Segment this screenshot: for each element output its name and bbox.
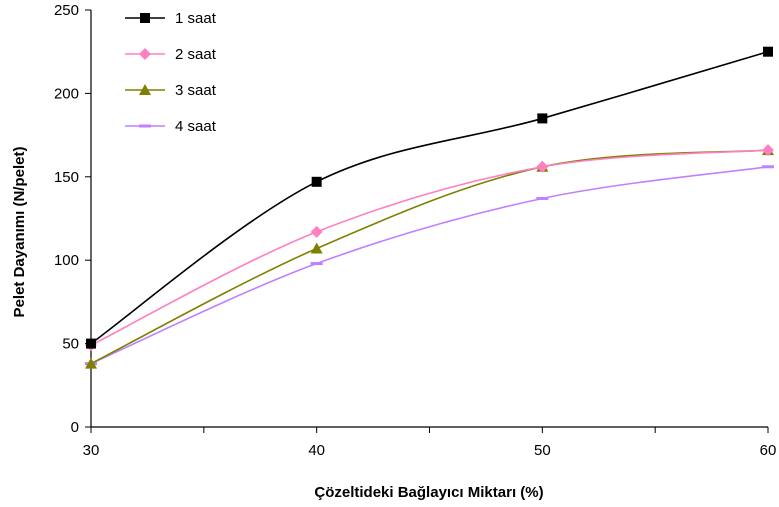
series-layer <box>85 46 774 369</box>
data-point <box>310 242 323 254</box>
data-point <box>536 196 549 200</box>
legend-marker <box>139 124 151 128</box>
y-axis-title: Pelet Dayanımı (N/pelet) <box>11 147 28 318</box>
y-tick-label: 150 <box>54 169 79 186</box>
data-point <box>310 225 323 238</box>
axes: 0 50 100 150 200 250 30 40 50 60 <box>54 2 776 459</box>
x-axis-title: Çözeltideki Bağlayıcı Miktarı (%) <box>314 484 543 501</box>
legend-marker <box>139 84 151 95</box>
y-tick-label: 200 <box>54 85 79 102</box>
y-tick-label: 250 <box>54 2 79 19</box>
data-point <box>536 160 549 173</box>
x-tick-label: 60 <box>760 442 777 459</box>
legend-label: 3 saat <box>175 82 217 99</box>
data-point <box>311 176 322 187</box>
x-tick-label: 30 <box>83 442 100 459</box>
x-tick-label: 40 <box>308 442 325 459</box>
data-point <box>85 357 97 369</box>
y-tick-label: 50 <box>62 336 79 353</box>
series-line <box>90 149 769 365</box>
series-2 <box>85 144 774 352</box>
x-tick-label: 50 <box>534 442 551 459</box>
series-line <box>90 149 769 346</box>
legend-item: 3 saat <box>125 82 217 99</box>
data-point <box>762 144 774 157</box>
data-point <box>763 46 773 57</box>
series-1 <box>86 46 773 349</box>
legend-label: 2 saat <box>175 46 217 63</box>
series-line <box>90 165 769 365</box>
legend-item: 1 saat <box>125 10 217 27</box>
data-point <box>86 338 96 349</box>
y-tick-label: 0 <box>71 419 79 436</box>
legend-marker <box>140 13 150 23</box>
data-point <box>310 262 323 266</box>
legend-marker <box>139 48 151 60</box>
y-tick-label: 100 <box>54 252 79 269</box>
series-4 <box>85 165 774 366</box>
legend-item: 2 saat <box>125 46 217 63</box>
series-line <box>90 50 769 345</box>
data-point <box>537 113 548 124</box>
data-point <box>762 165 774 169</box>
legend-item: 4 saat <box>125 118 217 135</box>
legend-label: 1 saat <box>175 10 217 27</box>
legend: 1 saat 2 saat 3 saat 4 saat <box>125 10 217 135</box>
legend-label: 4 saat <box>175 118 217 135</box>
